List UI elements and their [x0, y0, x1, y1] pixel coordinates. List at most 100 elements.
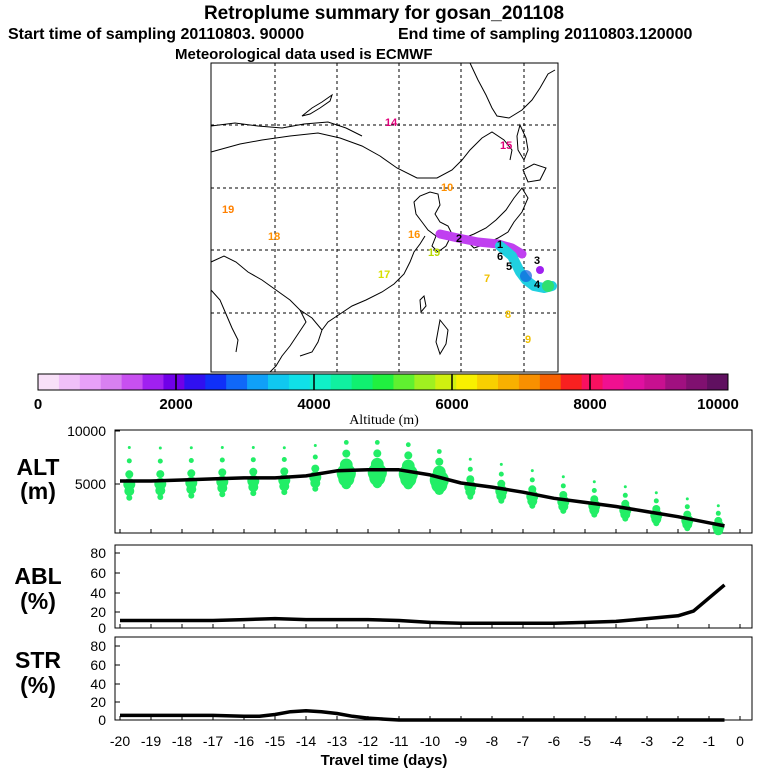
map-day-label: 1 — [497, 239, 503, 251]
alt-ensemble-dot — [592, 480, 596, 484]
map-panel: 14 15 19 18 10 16 19 17 7 8 9 1 2 3 4 5 … — [210, 62, 559, 373]
colorbar-cell — [163, 374, 185, 390]
y-tick-label: 80 — [90, 545, 106, 561]
alt-ensemble-dot — [435, 457, 444, 466]
alt-ensemble-dot — [466, 475, 475, 484]
x-tick-label: -20 — [110, 733, 130, 749]
alt-ensemble-dot — [312, 454, 318, 460]
str-series-line — [120, 709, 725, 722]
colorbar-cell — [121, 374, 144, 390]
alt-ensemble-dot — [126, 494, 133, 501]
colorbar-tick-label: 10000 — [697, 396, 739, 413]
abl-unit-label: (%) — [20, 588, 56, 614]
colorbar-cell — [623, 374, 645, 390]
colorbar-cell — [226, 374, 248, 390]
y-tick-label: 0 — [98, 620, 106, 636]
colorbar-tick-label: 6000 — [435, 396, 468, 413]
x-tick-label: -6 — [548, 733, 561, 749]
alt-ensemble-dot — [623, 485, 627, 489]
x-tick-label: -10 — [420, 733, 440, 749]
colorbar-cell — [665, 374, 687, 390]
alt-ensemble-dot — [157, 494, 164, 500]
str-panel-frame — [114, 636, 753, 721]
alt-ensemble-dot — [528, 485, 537, 494]
map-day-label: 10 — [441, 182, 453, 194]
map-day-labels: 14 15 19 18 10 16 19 17 7 8 9 1 2 3 4 5 … — [222, 117, 541, 346]
alt-ensemble-dot — [250, 457, 256, 463]
alt-ensemble-dot — [342, 449, 351, 458]
end-sampling-text: End time of sampling 20110803.120000 — [398, 26, 693, 43]
alt-ensemble-dot — [403, 479, 414, 490]
alt-ensemble-dot — [467, 493, 474, 500]
alt-ensemble-dot — [499, 462, 503, 466]
alt-ensemble-dot — [125, 470, 134, 479]
alt-ensemble-dot — [372, 478, 383, 489]
abl-label: ABL — [14, 563, 61, 589]
colorbar-tick-label: 4000 — [297, 396, 330, 413]
x-tick-label: -5 — [579, 733, 592, 749]
map-day-label: 5 — [506, 261, 512, 273]
colorbar-cell — [100, 374, 123, 390]
colorbar-dividers — [175, 374, 591, 390]
alt-ensemble-dot — [652, 505, 661, 513]
alt-ensemble-dot — [250, 490, 257, 497]
alt-ensemble-dot — [156, 470, 165, 479]
alt-ensemble-dot — [591, 511, 598, 518]
map-day-label: 15 — [500, 140, 512, 152]
colorbar-cell — [79, 374, 102, 390]
panel-labels: ALT (m) ABL (%) STR (%) — [14, 454, 61, 698]
y-tick-label: 0 — [98, 712, 106, 728]
alt-ensemble-dot — [591, 488, 597, 493]
alt-ensemble-dot — [188, 458, 194, 463]
alt-ensemble-dot — [684, 525, 691, 532]
x-tick-label: -19 — [141, 733, 161, 749]
abl-panel-frame — [114, 544, 753, 629]
alt-ensemble-dot — [343, 440, 349, 445]
colorbar-cell — [518, 374, 541, 390]
alt-ensemble-dot — [158, 446, 162, 450]
colorbar-cells — [38, 374, 729, 390]
alt-ensemble-dot — [127, 446, 131, 449]
y-tick-label: 10000 — [67, 423, 106, 439]
colorbar-cell — [142, 374, 164, 390]
alt-ensemble-dot — [716, 504, 720, 508]
x-tick-label: -12 — [358, 733, 378, 749]
colorbar-cell — [247, 374, 269, 390]
colorbar-cell — [38, 374, 60, 390]
x-tick-label: -2 — [672, 733, 685, 749]
x-axis-label: Travel time (days) — [321, 752, 448, 768]
alt-ensemble-dot — [188, 492, 195, 499]
alt-ensemble-dot — [281, 457, 287, 462]
plume-trajectory — [435, 229, 557, 293]
map-day-label: 3 — [534, 255, 540, 267]
alt-ensemble-dot — [220, 446, 224, 449]
alt-ensemble-dot — [313, 444, 317, 447]
alt-ensemble-dot — [280, 467, 289, 476]
alt-ensemble-dot — [559, 491, 568, 499]
map-day-label: 6 — [497, 251, 503, 263]
colorbar-tick-labels: 0 2000 4000 6000 8000 10000 — [34, 396, 739, 413]
alt-ensemble-dot — [498, 471, 504, 477]
alt-ensemble-dot — [622, 515, 629, 522]
alt-ensemble-dot — [684, 504, 690, 510]
str-unit-label: (%) — [20, 672, 56, 698]
start-sampling-text: Start time of sampling 20110803. 90000 — [8, 26, 305, 43]
map-day-label: 16 — [408, 229, 420, 241]
colorbar-frame — [37, 373, 729, 391]
x-tick-label: -9 — [455, 733, 468, 749]
colorbar-cell — [205, 374, 227, 390]
x-tick-label: -11 — [389, 733, 408, 749]
colorbar-cell — [707, 374, 729, 390]
alt-ensemble-dot — [685, 497, 689, 501]
colorbar-cell — [288, 374, 311, 390]
colorbar-cell — [330, 374, 353, 390]
alt-panel-frame — [114, 429, 753, 534]
colorbar-cell — [268, 374, 290, 390]
alt-ensemble-dot — [590, 495, 599, 504]
colorbar-cell — [309, 374, 332, 390]
alt-ensemble-dot — [404, 451, 413, 460]
colorbar: 0 2000 4000 6000 8000 10000 Altitude (m) — [34, 373, 739, 428]
y-tick-label: 40 — [90, 676, 106, 692]
